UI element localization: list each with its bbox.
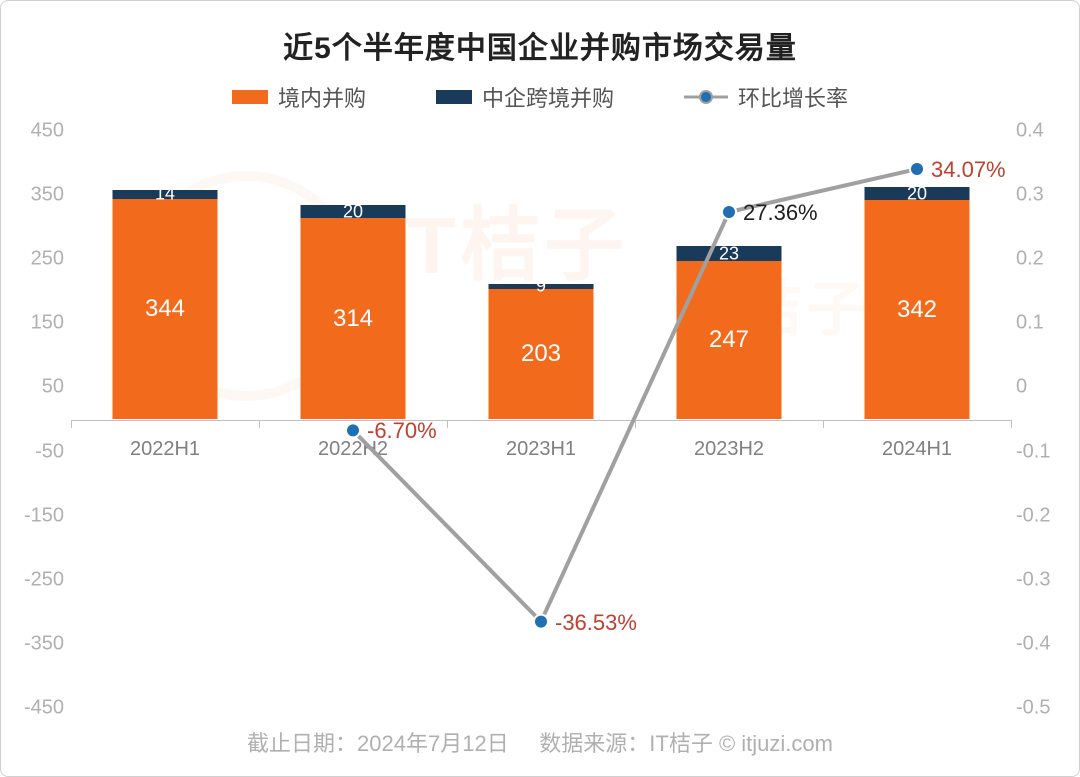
legend-item-growth: 环比增长率 (684, 81, 848, 113)
legend-item-domestic: 境内并购 (232, 81, 366, 113)
x-axis-label: 2023H1 (506, 438, 576, 461)
y-axis-left-tick: 250 (16, 248, 64, 271)
footer-source-prefix: 数据来源： (539, 731, 649, 756)
legend-label-crossborder: 中企跨境并购 (482, 81, 614, 113)
bar-value-crossborder: 9 (536, 276, 546, 297)
y-axis-right-tick: 0.2 (1016, 248, 1064, 271)
y-axis-left-tick: 50 (16, 376, 64, 399)
legend-label-growth: 环比增长率 (738, 81, 848, 113)
legend-line-icon (684, 90, 728, 104)
growth-label: -36.53% (555, 610, 637, 636)
x-axis-tick (447, 420, 448, 428)
y-axis-left-tick: -150 (16, 504, 64, 527)
y-axis-right-tick: -0.3 (1016, 568, 1064, 591)
bar-value-crossborder: 23 (719, 243, 739, 264)
y-axis-right-tick: -0.5 (1016, 697, 1064, 720)
growth-label: 34.07% (931, 157, 1006, 183)
y-axis-right-tick: -0.1 (1016, 440, 1064, 463)
growth-label: -6.70% (367, 418, 437, 444)
legend-swatch-crossborder (436, 90, 472, 104)
growth-marker (534, 615, 548, 629)
x-axis-tick (259, 420, 260, 428)
y-axis-left-tick: 350 (16, 184, 64, 207)
legend-label-domestic: 境内并购 (278, 81, 366, 113)
plot-area: 2022H12022H22023H12023H22024H13441431420… (71, 131, 1009, 706)
bar-value-domestic: 203 (521, 340, 561, 368)
y-axis-right-tick: 0 (1016, 376, 1064, 399)
y-axis-left-tick: -250 (16, 568, 64, 591)
y-axis-left-tick: 150 (16, 312, 64, 335)
bar-value-domestic: 342 (897, 296, 937, 324)
x-axis-tick (71, 420, 72, 428)
footer-date: 2024年7月12日 (357, 731, 509, 756)
growth-marker (910, 162, 924, 176)
chart-container: 近5个半年度中国企业并购市场交易量 境内并购 中企跨境并购 环比增长率 IT桔子… (0, 0, 1080, 777)
bar-value-crossborder: 20 (907, 183, 927, 204)
growth-polyline (353, 169, 917, 622)
y-axis-left-tick: 450 (16, 120, 64, 143)
legend: 境内并购 中企跨境并购 环比增长率 (1, 81, 1079, 113)
y-axis-right-tick: -0.2 (1016, 504, 1064, 527)
chart-title: 近5个半年度中国企业并购市场交易量 (1, 23, 1079, 67)
x-axis-label: 2024H1 (882, 438, 952, 461)
y-axis-right-tick: 0.3 (1016, 184, 1064, 207)
growth-marker (722, 205, 736, 219)
y-axis-right-tick: -0.4 (1016, 632, 1064, 655)
y-axis-left-tick: -50 (16, 440, 64, 463)
x-axis-line (71, 420, 1011, 421)
x-axis-label: 2022H1 (130, 438, 200, 461)
x-axis-tick (823, 420, 824, 428)
y-axis-right-tick: 0.4 (1016, 120, 1064, 143)
x-axis-tick (635, 420, 636, 428)
bar-value-crossborder: 14 (155, 184, 175, 205)
chart-footer: 截止日期：2024年7月12日 数据来源：IT桔子 © itjuzi.com (1, 726, 1079, 758)
x-axis-tick (1011, 420, 1012, 428)
footer-source: IT桔子 © itjuzi.com (649, 731, 833, 756)
bar-value-crossborder: 20 (343, 201, 363, 222)
bar-value-domestic: 344 (145, 295, 185, 323)
growth-label: 27.36% (743, 200, 818, 226)
x-axis-label: 2023H2 (694, 438, 764, 461)
bar-value-domestic: 247 (709, 326, 749, 354)
footer-date-prefix: 截止日期： (247, 731, 357, 756)
growth-marker (346, 423, 360, 437)
y-axis-left-tick: -350 (16, 632, 64, 655)
y-axis-right-tick: 0.1 (1016, 312, 1064, 335)
bar-value-domestic: 314 (333, 305, 373, 333)
legend-swatch-domestic (232, 90, 268, 104)
y-axis-left-tick: -450 (16, 697, 64, 720)
legend-item-crossborder: 中企跨境并购 (436, 81, 614, 113)
